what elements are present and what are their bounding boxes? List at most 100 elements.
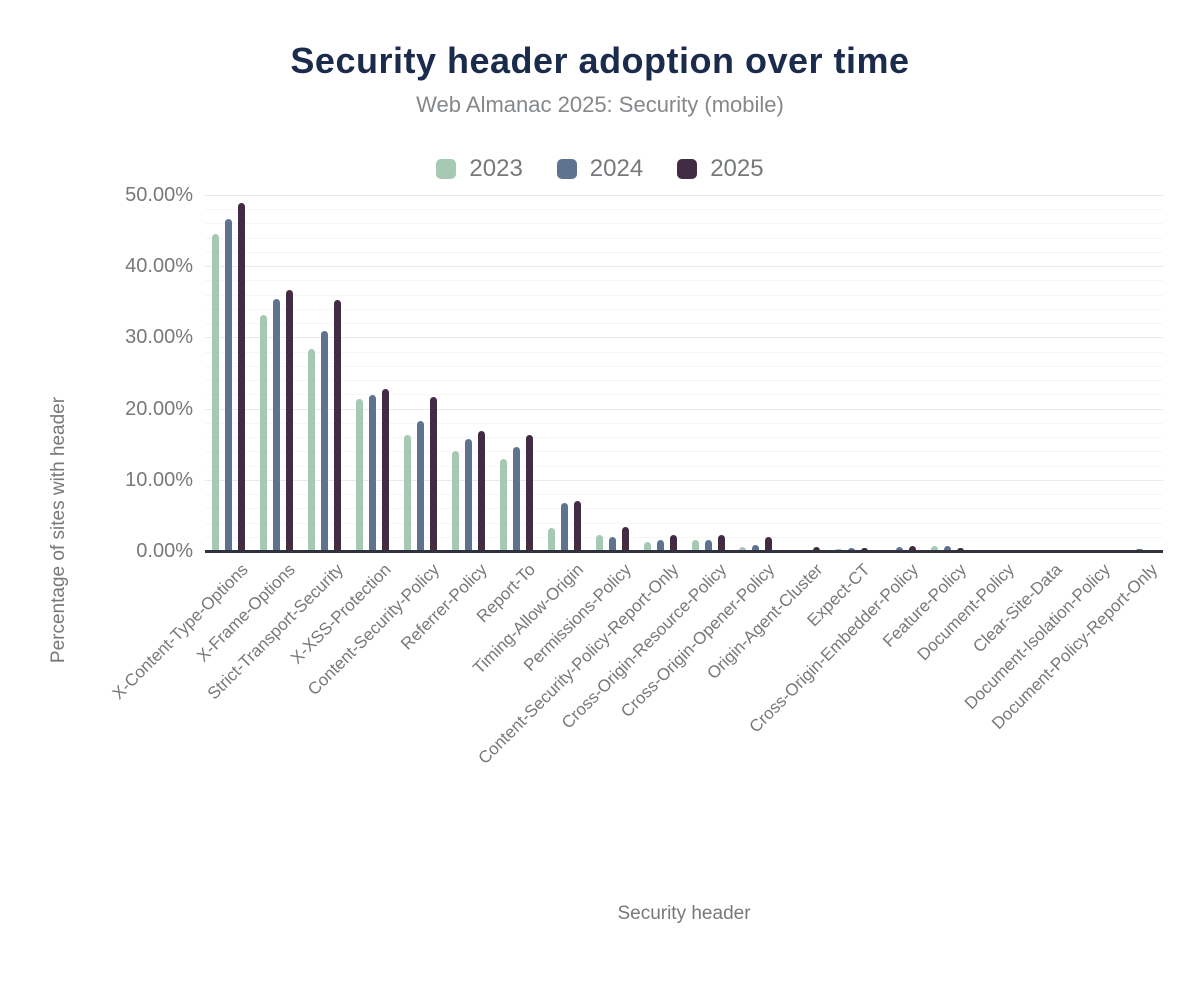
bar-2023[interactable] — [691, 540, 699, 551]
gridline-minor — [205, 465, 1163, 467]
bar-2023[interactable] — [499, 459, 507, 551]
gridline-major — [205, 266, 1163, 268]
bar-group — [636, 195, 684, 551]
bar-2025[interactable] — [717, 535, 725, 551]
bar-2024[interactable] — [464, 439, 472, 551]
bar-2023[interactable] — [404, 434, 412, 551]
y-tick-label: 20.00% — [125, 397, 193, 420]
gridline-minor — [205, 522, 1163, 524]
gridline-minor — [205, 365, 1163, 367]
bar-2024[interactable] — [656, 540, 664, 551]
bar-2024[interactable] — [560, 502, 568, 551]
chart-title: Security header adoption over time — [290, 40, 910, 81]
gridline-major — [205, 408, 1163, 410]
bar-2023[interactable] — [308, 348, 316, 551]
bar-2025[interactable] — [430, 397, 438, 551]
gridline-minor — [205, 280, 1163, 282]
gridline-minor — [205, 380, 1163, 382]
bar-2025[interactable] — [813, 547, 821, 551]
bar-2024[interactable] — [369, 395, 377, 551]
bar-2023[interactable] — [356, 398, 364, 551]
plot-area — [205, 195, 1163, 553]
bar-2024[interactable] — [512, 447, 520, 551]
bar-group — [828, 195, 876, 551]
bar-group — [780, 195, 828, 551]
gridline-major — [205, 479, 1163, 481]
legend-item-2025[interactable]: 2025 — [677, 155, 764, 183]
gridline-minor — [205, 536, 1163, 538]
bar-group — [253, 195, 301, 551]
gridline-minor — [205, 437, 1163, 439]
bar-2025[interactable] — [765, 537, 773, 551]
gridline-minor — [205, 422, 1163, 424]
y-tick-label: 30.00% — [125, 326, 193, 349]
bar-2025[interactable] — [286, 290, 294, 551]
legend-item-2024[interactable]: 2024 — [556, 155, 644, 183]
bar-2024[interactable] — [225, 219, 233, 551]
bar-2023[interactable] — [931, 546, 939, 551]
bar-2025[interactable] — [334, 300, 342, 551]
bar-group — [732, 195, 780, 551]
gridline-minor — [205, 223, 1163, 225]
bar-group — [1019, 195, 1067, 551]
bar-2025[interactable] — [573, 501, 581, 551]
bar-2024[interactable] — [704, 539, 712, 551]
bar-2023[interactable] — [595, 535, 603, 551]
bar-2024[interactable] — [896, 547, 904, 551]
bar-2024[interactable] — [752, 545, 760, 551]
legend-label: 2023 — [469, 155, 523, 182]
bar-2025[interactable] — [669, 534, 677, 551]
gridline-major — [205, 337, 1163, 339]
bar-group — [972, 195, 1020, 551]
bar-2025[interactable] — [957, 548, 965, 551]
legend-label: 2025 — [710, 155, 764, 182]
legend-label: 2024 — [589, 155, 644, 182]
gridline-minor — [205, 209, 1163, 211]
y-tick-label: 40.00% — [125, 255, 193, 278]
gridline-minor — [205, 237, 1163, 239]
bar-group — [301, 195, 349, 551]
bar-2025[interactable] — [861, 548, 869, 551]
bar-2023[interactable] — [547, 528, 555, 551]
legend: 2023 2024 2025 — [0, 155, 1200, 183]
y-tick-label: 10.00% — [125, 468, 193, 491]
legend-swatch-2023 — [436, 159, 457, 179]
bar-group — [1067, 195, 1115, 551]
bar-2025[interactable] — [909, 546, 917, 551]
bar-2025[interactable] — [525, 434, 533, 551]
bar-2025[interactable] — [477, 430, 485, 551]
bar-group — [876, 195, 924, 551]
y-tick-label: 0.00% — [136, 540, 193, 562]
gridline-minor — [205, 494, 1163, 496]
x-axis-title: Security header — [617, 903, 751, 924]
bar-2023[interactable] — [739, 547, 747, 551]
bar-group — [492, 195, 540, 551]
gridline-minor — [205, 323, 1163, 325]
bar-2023[interactable] — [260, 315, 268, 551]
x-axis-line — [205, 550, 1163, 553]
bar-2024[interactable] — [848, 548, 856, 551]
bar-2024[interactable] — [944, 545, 952, 551]
bar-group — [684, 195, 732, 551]
bar-group — [445, 195, 493, 551]
gridline-minor — [205, 451, 1163, 453]
bar-2023[interactable] — [451, 450, 459, 551]
bar-2024[interactable] — [321, 331, 329, 551]
bar-2023[interactable] — [835, 548, 843, 551]
gridline-major — [205, 195, 1163, 196]
legend-swatch-2025 — [677, 159, 698, 179]
bar-2023[interactable] — [643, 541, 651, 551]
y-tick-label: 50.00% — [125, 184, 193, 206]
bar-2025[interactable] — [382, 388, 390, 551]
bar-group — [1115, 195, 1163, 551]
bar-2023[interactable] — [212, 234, 220, 551]
bar-2024[interactable] — [608, 536, 616, 551]
bar-2024[interactable] — [273, 298, 281, 551]
bar-2024[interactable] — [417, 420, 425, 551]
legend-item-2023[interactable]: 2023 — [436, 155, 523, 183]
bar-2025[interactable] — [238, 202, 246, 551]
gridline-minor — [205, 308, 1163, 310]
bar-group — [540, 195, 588, 551]
bar-2025[interactable] — [621, 526, 629, 551]
